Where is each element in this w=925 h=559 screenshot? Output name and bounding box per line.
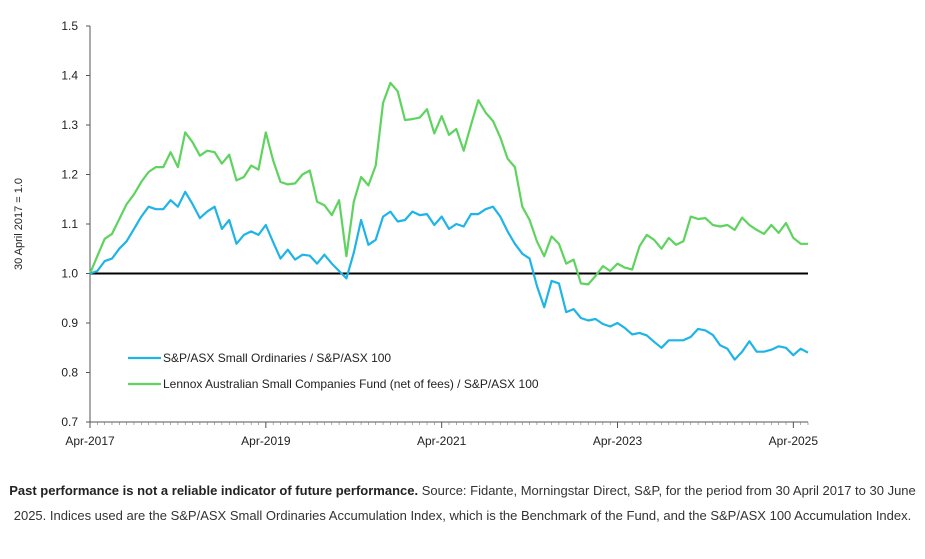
legend-label: Lennox Australian Small Companies Fund (… (163, 377, 539, 391)
y-tick-label: 1.2 (61, 168, 78, 182)
y-tick-label: 1.3 (61, 118, 78, 132)
y-tick-label: 1.0 (61, 267, 78, 281)
y-tick-label: 1.5 (61, 19, 78, 33)
caption-source: Source: Fidante, Morningstar Direct, S&P… (13, 483, 916, 523)
y-tick-label: 0.8 (61, 366, 78, 380)
y-tick-label: 1.4 (61, 69, 78, 83)
series-line-lennox-fund (88, 81, 808, 286)
chart-series (88, 81, 809, 361)
y-tick-label: 0.7 (61, 415, 78, 429)
x-tick-label: Apr-2023 (593, 434, 643, 448)
y-tick-label: 0.9 (61, 316, 78, 330)
chart-axes: 0.7 0.8 0.9 1.0 1.1 1.2 1.3 1.4 1.5 Apr-2017 Apr-2… (13, 19, 818, 448)
x-tick-label: Apr-2019 (241, 434, 291, 448)
line-chart: 0.7 0.8 0.9 1.0 1.1 1.2 1.3 1.4 1.5 Apr-2017 Apr-2… (13, 19, 818, 448)
x-tick-label: Apr-2017 (65, 434, 115, 448)
legend-label: S&P/ASX Small Ordinaries / S&P/ASX 100 (163, 351, 391, 365)
chart-area: 0.7 0.8 0.9 1.0 1.1 1.2 1.3 1.4 1.5 Apr-2017 Apr-2… (13, 19, 818, 448)
chart-legend: S&P/ASX Small Ordinaries / S&P/ASX 100 Le… (128, 351, 539, 391)
y-axis-title: 30 April 2017 = 1.0 (13, 178, 25, 270)
x-tick-label: Apr-2025 (769, 434, 819, 448)
chart-caption: Past performance is not a reliable indic… (0, 478, 925, 528)
y-tick-label: 1.1 (61, 217, 78, 231)
x-tick-label: Apr-2021 (417, 434, 467, 448)
series-line-small-ords (89, 190, 809, 361)
caption-disclaimer: Past performance is not a reliable indic… (9, 483, 419, 498)
